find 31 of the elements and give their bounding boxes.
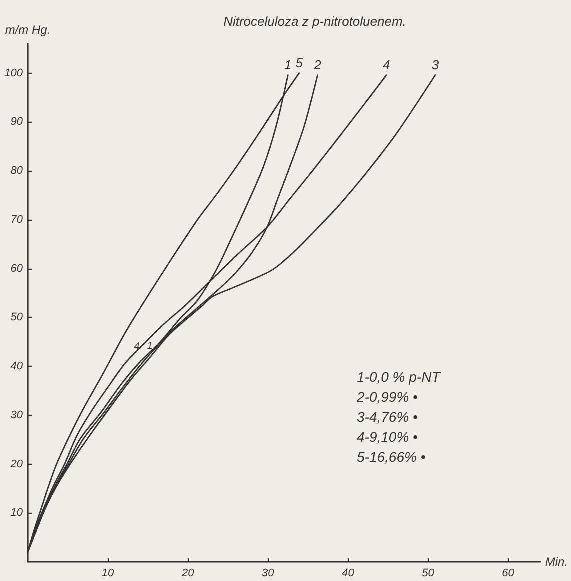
annotation: 4-9,10% • xyxy=(357,429,418,445)
y-tick-label: 80 xyxy=(10,165,24,178)
y-tick-label: 90 xyxy=(10,116,24,128)
y-tick-label: 30 xyxy=(10,409,24,422)
chart-title: Nitroceluloza z p-nitrotoluenem. xyxy=(224,14,406,29)
series-label: 4 xyxy=(134,342,140,352)
y-tick-label: 60 xyxy=(10,262,24,275)
series-label: 5 xyxy=(296,55,304,70)
annotation: 1-0,0 % p-NT xyxy=(357,369,442,385)
y-tick-label: 100 xyxy=(4,67,24,80)
x-tick-label: 40 xyxy=(342,568,356,580)
annotation: 3-4,76% • xyxy=(357,409,418,425)
y-tick-label: 10 xyxy=(10,507,24,520)
x-tick-label: 30 xyxy=(262,568,276,580)
annotation: 5-16,66% • xyxy=(357,449,426,465)
y-tick-label: 40 xyxy=(10,360,24,373)
annotation: 1 xyxy=(284,57,292,72)
annotation: 4 xyxy=(383,57,390,72)
x-axis-title: Min. xyxy=(545,555,568,569)
y-tick-label: 50 xyxy=(10,312,24,324)
series-label: 2 xyxy=(313,57,322,72)
x-tick-label: 20 xyxy=(180,568,196,580)
series-label: 3 xyxy=(432,57,440,72)
y-tick-label: 70 xyxy=(10,214,24,226)
x-tick-label: 50 xyxy=(422,568,436,580)
x-tick-label: 60 xyxy=(502,568,516,580)
annotation: 2-0,99% • xyxy=(356,389,418,405)
y-axis-title: m/m Hg. xyxy=(5,23,51,37)
y-tick-label: 20 xyxy=(10,458,24,470)
series-label: 1 xyxy=(147,341,153,352)
x-tick-label: 10 xyxy=(102,568,116,580)
